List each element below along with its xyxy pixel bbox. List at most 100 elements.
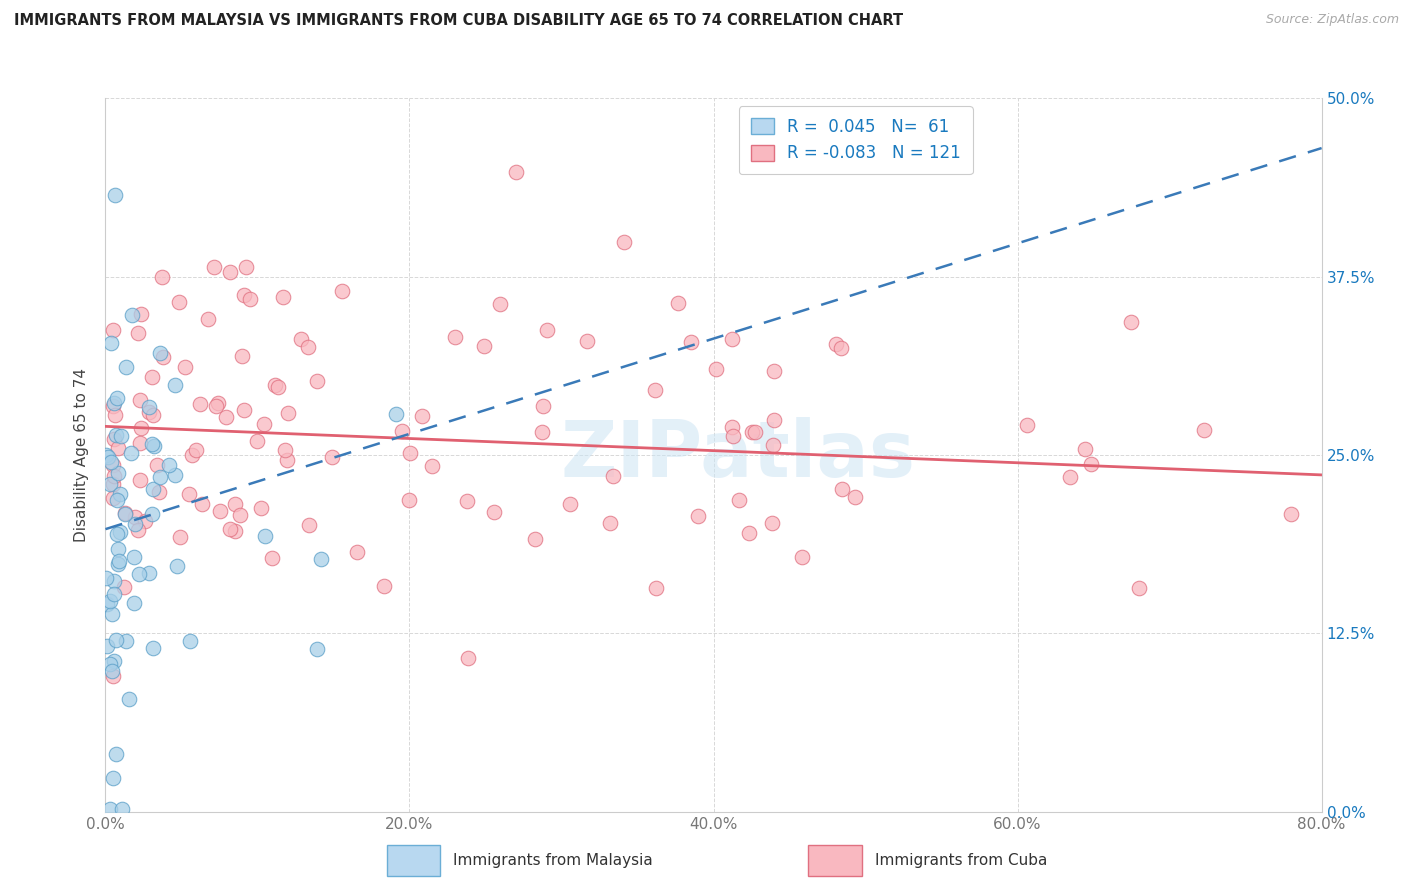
Point (115, 634, 138, 648)
Point (108, 487, 131, 501)
Point (1015, 418, 1038, 433)
Point (98, 657, 121, 671)
Point (744, 425, 766, 439)
Point (531, 425, 554, 440)
Point (472, 339, 495, 353)
Point (253, 417, 276, 432)
Point (330, 284, 353, 298)
Point (114, 507, 136, 521)
Point (398, 492, 420, 507)
Point (305, 375, 328, 389)
Point (704, 361, 727, 376)
Point (128, 435, 150, 450)
Point (224, 497, 246, 511)
Point (599, 516, 621, 531)
Point (96, 639, 118, 653)
Point (576, 334, 599, 349)
Point (761, 516, 783, 530)
Point (148, 484, 170, 499)
Point (181, 448, 204, 462)
Point (101, 664, 124, 678)
Point (101, 324, 124, 338)
Point (134, 515, 156, 529)
Point (307, 641, 329, 656)
Point (101, 477, 124, 491)
Point (129, 307, 152, 321)
Point (166, 558, 188, 573)
Point (142, 408, 165, 422)
Point (101, 491, 124, 505)
Point (103, 395, 125, 409)
Point (1074, 442, 1097, 457)
Point (523, 533, 546, 547)
Point (146, 458, 169, 472)
Point (721, 332, 744, 346)
Point (385, 407, 408, 421)
Point (129, 393, 152, 408)
Point (233, 288, 256, 302)
Point (1121, 315, 1143, 329)
Point (98, 802, 121, 816)
Point (645, 581, 668, 595)
Point (165, 468, 187, 483)
Point (741, 425, 763, 439)
Point (138, 566, 160, 581)
Point (679, 334, 702, 349)
Point (138, 404, 160, 418)
Point (224, 524, 246, 538)
Point (271, 290, 294, 304)
Point (103, 771, 125, 785)
Point (157, 458, 180, 472)
Point (121, 308, 143, 322)
Point (737, 525, 759, 540)
Point (114, 360, 136, 375)
Point (290, 332, 312, 346)
Point (824, 337, 846, 351)
Point (204, 400, 226, 414)
Point (560, 497, 582, 511)
Point (184, 443, 207, 458)
Point (763, 364, 786, 378)
Point (457, 650, 479, 665)
Point (141, 508, 163, 522)
Point (142, 482, 165, 496)
Point (103, 586, 125, 600)
Point (127, 326, 149, 341)
Point (124, 550, 146, 565)
Point (143, 439, 166, 453)
Point (762, 412, 785, 426)
Point (411, 409, 433, 423)
Point (103, 654, 125, 668)
FancyBboxPatch shape (808, 846, 862, 876)
Point (105, 391, 128, 405)
Point (536, 323, 558, 337)
Point (373, 580, 395, 594)
Point (231, 349, 253, 363)
Point (1279, 508, 1302, 522)
Point (174, 359, 197, 374)
Point (239, 292, 262, 306)
Point (104, 409, 127, 423)
Point (105, 633, 128, 648)
Point (108, 524, 131, 539)
Point (107, 442, 129, 456)
Point (105, 527, 128, 541)
Point (489, 297, 512, 311)
Point (131, 421, 153, 435)
Point (110, 429, 132, 443)
Point (219, 265, 242, 279)
Point (101, 669, 124, 683)
Point (215, 409, 238, 424)
Point (141, 436, 163, 450)
Point (266, 380, 288, 394)
Point (94, 571, 117, 585)
Point (250, 501, 273, 516)
Point (202, 260, 225, 274)
Point (666, 296, 689, 310)
Point (128, 566, 150, 581)
Point (831, 482, 853, 496)
Point (100, 454, 122, 468)
Point (208, 503, 231, 517)
Point (103, 188, 125, 202)
Point (721, 420, 744, 434)
